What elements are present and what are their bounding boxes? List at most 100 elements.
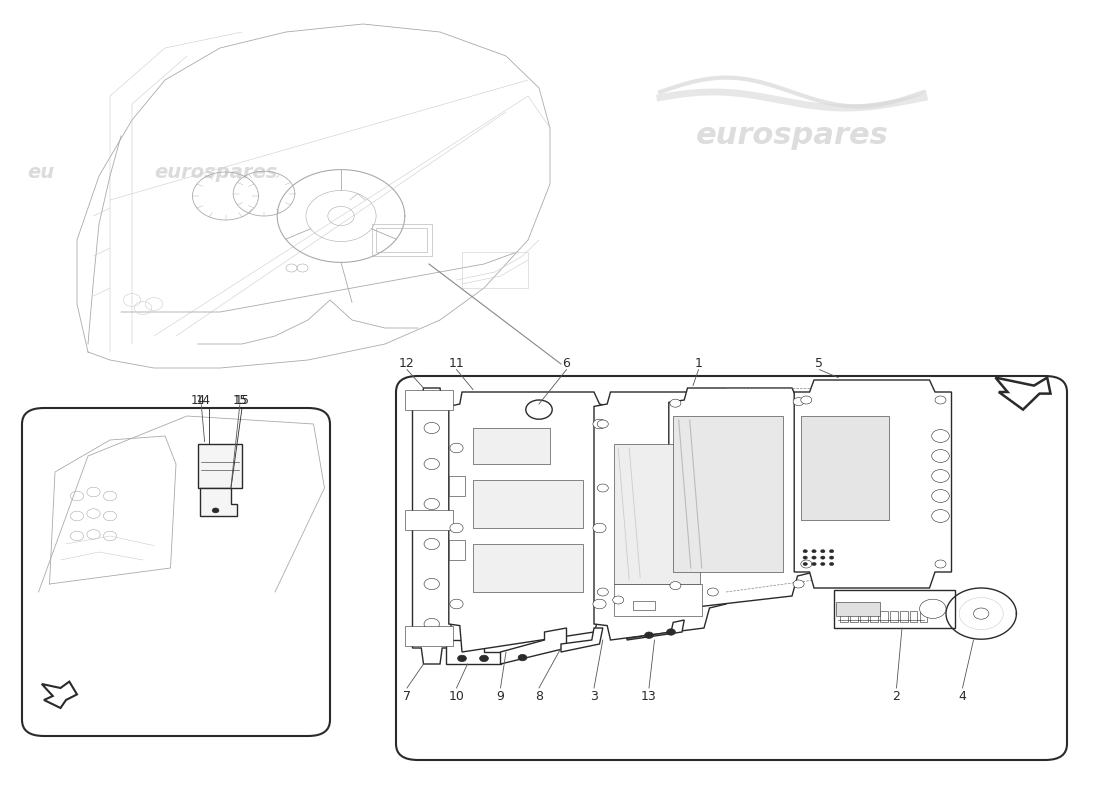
- Circle shape: [518, 654, 527, 661]
- Bar: [473, 480, 583, 528]
- Polygon shape: [794, 380, 952, 588]
- Bar: [405, 390, 453, 410]
- Text: 2: 2: [892, 690, 901, 702]
- Circle shape: [458, 655, 466, 662]
- Circle shape: [821, 556, 825, 559]
- Circle shape: [935, 396, 946, 404]
- Circle shape: [793, 580, 804, 588]
- Bar: [372, 224, 432, 256]
- Text: 15: 15: [232, 394, 248, 406]
- Circle shape: [801, 396, 812, 404]
- Circle shape: [932, 430, 949, 442]
- Circle shape: [450, 443, 463, 453]
- Circle shape: [425, 578, 440, 590]
- Text: 6: 6: [562, 358, 571, 370]
- Circle shape: [974, 608, 989, 619]
- Circle shape: [613, 596, 624, 604]
- Text: eurospares: eurospares: [154, 162, 277, 182]
- Text: eurospares: eurospares: [636, 543, 750, 561]
- Circle shape: [667, 629, 675, 635]
- Circle shape: [707, 588, 718, 596]
- Bar: [840, 611, 848, 622]
- Circle shape: [425, 498, 440, 510]
- Text: eu: eu: [28, 162, 55, 182]
- Polygon shape: [42, 682, 77, 708]
- Circle shape: [935, 560, 946, 568]
- Bar: [673, 416, 783, 572]
- Bar: [473, 544, 583, 592]
- Text: 12: 12: [399, 358, 415, 370]
- Bar: [405, 510, 453, 530]
- Circle shape: [597, 420, 608, 428]
- Text: eurospares: eurospares: [154, 545, 251, 559]
- Bar: [198, 444, 242, 488]
- Bar: [834, 590, 955, 628]
- Bar: [870, 611, 878, 622]
- Circle shape: [597, 588, 608, 596]
- Circle shape: [450, 599, 463, 609]
- Text: 3: 3: [590, 690, 598, 702]
- Polygon shape: [449, 392, 616, 652]
- Circle shape: [829, 556, 834, 559]
- Bar: [890, 611, 898, 622]
- Circle shape: [212, 508, 219, 513]
- Text: 13: 13: [641, 690, 657, 702]
- Circle shape: [932, 450, 949, 462]
- Circle shape: [593, 599, 606, 609]
- Circle shape: [812, 556, 816, 559]
- Circle shape: [829, 550, 834, 553]
- Circle shape: [801, 560, 812, 568]
- Circle shape: [803, 556, 807, 559]
- Circle shape: [812, 562, 816, 566]
- Polygon shape: [627, 620, 684, 640]
- Circle shape: [932, 510, 949, 522]
- Circle shape: [480, 655, 488, 662]
- Circle shape: [526, 400, 552, 419]
- Circle shape: [597, 484, 608, 492]
- Circle shape: [425, 422, 440, 434]
- Text: 11: 11: [449, 358, 464, 370]
- Bar: [860, 611, 868, 622]
- Text: 7: 7: [403, 690, 411, 702]
- Polygon shape: [412, 388, 451, 664]
- Circle shape: [932, 470, 949, 482]
- Bar: [473, 428, 550, 464]
- Text: 14: 14: [196, 394, 211, 406]
- Bar: [614, 584, 702, 616]
- Circle shape: [450, 523, 463, 533]
- Bar: [405, 626, 453, 646]
- Circle shape: [829, 562, 834, 566]
- Circle shape: [425, 458, 440, 470]
- Circle shape: [803, 550, 807, 553]
- Polygon shape: [669, 388, 814, 608]
- Text: 1: 1: [694, 358, 703, 370]
- Circle shape: [821, 562, 825, 566]
- Bar: [449, 540, 465, 560]
- Circle shape: [821, 550, 825, 553]
- Text: 8: 8: [535, 690, 543, 702]
- Bar: [632, 601, 654, 610]
- Text: 5: 5: [815, 358, 824, 370]
- Bar: [614, 444, 700, 584]
- Circle shape: [670, 399, 681, 407]
- Circle shape: [645, 632, 653, 638]
- Circle shape: [425, 618, 440, 630]
- Circle shape: [425, 538, 440, 550]
- Bar: [462, 252, 528, 288]
- Bar: [910, 611, 917, 622]
- Bar: [920, 611, 927, 622]
- Text: 15: 15: [234, 394, 250, 406]
- Circle shape: [920, 599, 946, 618]
- Text: 9: 9: [496, 690, 505, 702]
- Circle shape: [593, 419, 606, 429]
- Circle shape: [793, 398, 804, 406]
- Text: 14: 14: [190, 394, 206, 406]
- Circle shape: [812, 550, 816, 553]
- Bar: [900, 611, 908, 622]
- FancyBboxPatch shape: [22, 408, 330, 736]
- Circle shape: [670, 582, 681, 590]
- Bar: [449, 476, 465, 496]
- Bar: [880, 611, 888, 622]
- Bar: [850, 611, 858, 622]
- Polygon shape: [500, 628, 566, 664]
